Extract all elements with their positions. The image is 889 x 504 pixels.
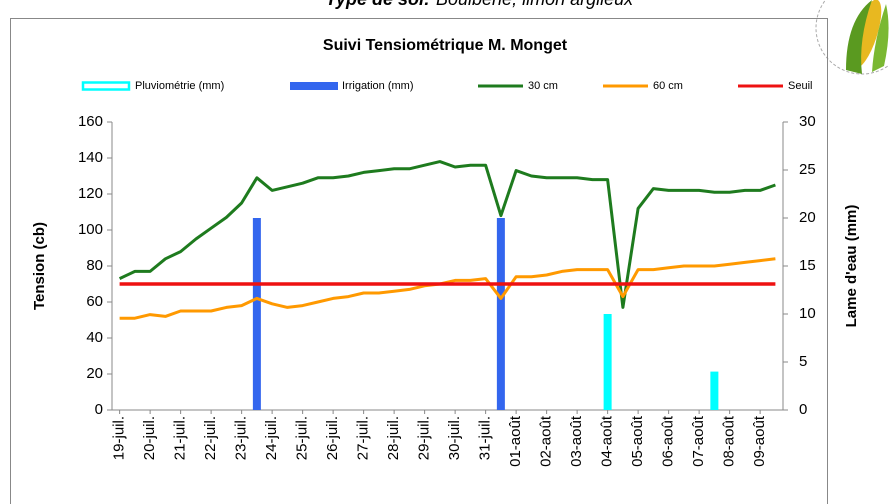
x-tick-label: 29-juil. [416,416,433,460]
y-tick-label: 60 [86,293,103,310]
legend-label: 30 cm [528,80,558,92]
x-tick-label: 30-juil. [446,416,463,460]
y2-axis-title: Lame d'eau (mm) [843,205,860,328]
legend: Pluviométrie (mm) Irrigation (mm) 30 cm 60 … [83,80,812,92]
x-tick-label: 06-août [660,415,677,467]
bar [253,218,261,410]
header: Type de sol: Boulbène, limon argileux [326,0,634,9]
y-tick-label: 120 [78,185,103,202]
soil-type: Boulbène, limon argileux [436,0,634,9]
x-tick-label: 23-juil. [233,416,250,460]
y-tick-label: 140 [78,149,103,166]
chart-title: Suivi Tensiométrique M. Monget [323,37,568,54]
y2-tick-label: 15 [799,257,816,274]
y-tick-label: 80 [86,257,103,274]
x-tick-label: 26-juil. [324,416,341,460]
legend-swatch [83,83,129,90]
y-axis-title: Tension (cb) [31,222,48,310]
x-tick-label: 04-août [599,415,616,467]
plot: 0 20 40 60 80 100 120 140 160 0 5 10 15 20 25 30 19-juil… [78,113,816,467]
x-tick-label: 27-juil. [355,416,372,460]
y-tick-label: 0 [95,401,103,418]
page: Type de sol: Boulbène, limon argileux Su… [0,0,889,504]
bar [497,218,505,410]
y2-tick-label: 20 [799,209,816,226]
y-tick-label: 40 [86,329,103,346]
x-tick-label: 24-juil. [263,416,280,460]
x-tick-label: 01-août [507,415,524,467]
x-tick-label: 20-juil. [141,416,158,460]
line [120,259,776,318]
x-tick-label: 28-juil. [385,416,402,460]
y2-tick-label: 30 [799,113,816,130]
x-tick-label: 05-août [629,415,646,467]
x-tick-label: 31-juil. [477,416,494,460]
bar [710,372,718,410]
x-tick-label: 09-août [751,415,768,467]
x-tick-label: 22-juil. [202,416,219,460]
bar [604,314,612,410]
x-tick-label: 03-août [568,415,585,467]
legend-swatch [290,82,338,90]
corn-icon [816,0,889,74]
x-tick-label: 02-août [538,415,555,467]
x-tick-label: 07-août [690,415,707,467]
legend-label: Pluviométrie (mm) [135,80,224,92]
legend-label: Irrigation (mm) [342,80,414,92]
x-tick-label: 08-août [721,415,738,467]
y2-tick-label: 0 [799,401,807,418]
x-tick-label: 25-juil. [294,416,311,460]
y-tick-label: 160 [78,113,103,130]
legend-label: 60 cm [653,80,683,92]
legend-label: Seuil [788,80,812,92]
x-tick-label: 19-juil. [111,416,128,460]
y-tick-label: 100 [78,221,103,238]
y2-tick-label: 5 [799,353,807,370]
y2-tick-label: 25 [799,161,816,178]
soil-label: Type de sol: [326,0,430,9]
x-tick-label: 21-juil. [172,416,189,460]
y2-tick-label: 10 [799,305,816,322]
y-tick-label: 20 [86,365,103,382]
